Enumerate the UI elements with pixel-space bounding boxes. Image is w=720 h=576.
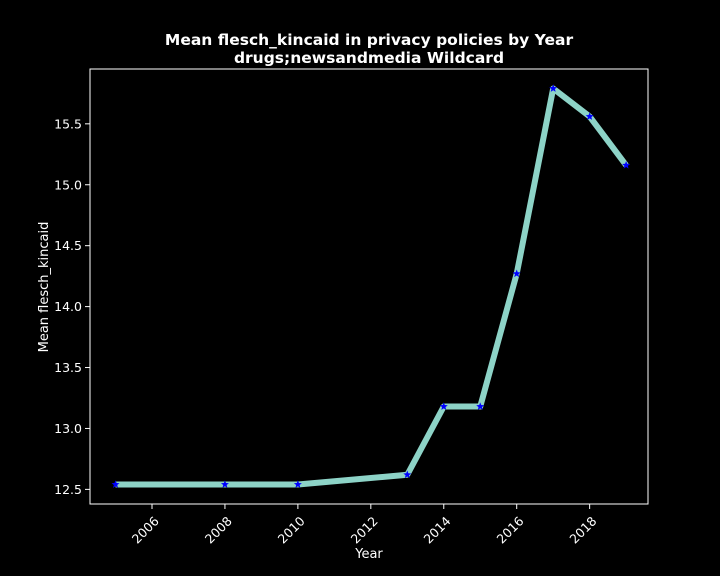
data-point-marker xyxy=(220,480,229,488)
plot-area xyxy=(89,68,649,505)
y-tick-label: 13.0 xyxy=(54,421,82,436)
y-axis: 12.5 13.0 13.5 14.0 14.5 15.0 15.5 xyxy=(54,116,90,497)
x-tick-label: 2010 xyxy=(275,513,308,546)
y-axis-label: Mean flesch_kincaid xyxy=(37,222,52,353)
y-tick-label: 12.5 xyxy=(54,482,82,497)
x-tick-label: 2012 xyxy=(348,513,381,546)
series-group xyxy=(111,84,631,488)
data-point-marker xyxy=(585,112,594,120)
y-tick-label: 15.0 xyxy=(54,177,82,192)
data-point-marker xyxy=(403,470,412,479)
data-point-marker xyxy=(549,84,558,92)
x-tick-label: 2018 xyxy=(566,513,599,546)
x-tick-label: 2006 xyxy=(129,513,162,546)
data-point-marker xyxy=(293,480,302,488)
x-tick-label: 2014 xyxy=(421,513,454,546)
data-point-marker xyxy=(512,269,521,278)
data-point-marker xyxy=(111,480,120,488)
series-line xyxy=(115,85,629,488)
x-tick-label: 2016 xyxy=(494,513,527,546)
x-tick-label: 2008 xyxy=(202,513,235,546)
y-tick-label: 14.5 xyxy=(54,238,82,253)
y-tick-label: 15.5 xyxy=(54,116,82,131)
data-point-marker xyxy=(622,161,631,169)
x-axis: 2006 2008 2010 2012 2014 2016 2018 xyxy=(129,504,600,546)
data-point-marker xyxy=(476,402,485,410)
chart-title-line-2: drugs;newsandmedia Wildcard xyxy=(234,49,504,67)
chart-title-line-1: Mean flesch_kincaid in privacy policies … xyxy=(165,31,574,49)
y-tick-label: 14.0 xyxy=(54,299,82,314)
y-tick-label: 13.5 xyxy=(54,360,82,375)
data-point-marker xyxy=(439,402,448,410)
x-axis-label: Year xyxy=(354,547,383,562)
